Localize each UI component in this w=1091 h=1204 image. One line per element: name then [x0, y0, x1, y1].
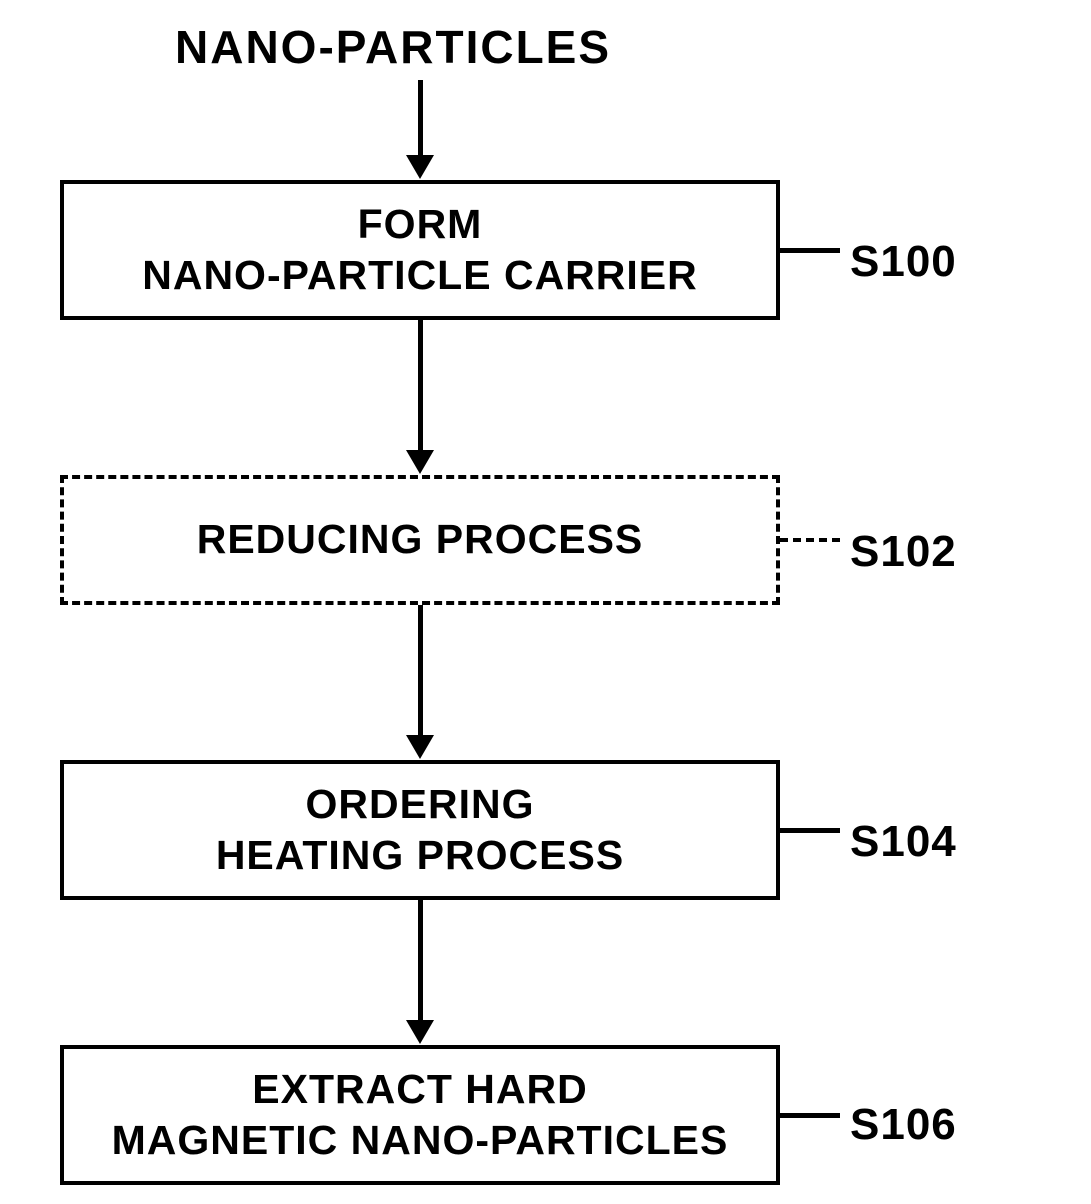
step-box-s102: REDUCING PROCESS [60, 475, 780, 605]
connector-s106 [780, 1113, 840, 1118]
step-label-s104: S104 [850, 817, 957, 867]
step-box-s100: FORM NANO-PARTICLE CARRIER [60, 180, 780, 320]
connector-s100 [780, 248, 840, 253]
step-label-s100: S100 [850, 237, 957, 287]
input-label: NANO-PARTICLES [175, 20, 611, 74]
step-box-s104: ORDERING HEATING PROCESS [60, 760, 780, 900]
connector-s104 [780, 828, 840, 833]
flowchart-container: NANO-PARTICLES FORM NANO-PARTICLE CARRIE… [0, 0, 1091, 1204]
step-label-s106: S106 [850, 1100, 957, 1150]
step-box-s106: EXTRACT HARD MAGNETIC NANO-PARTICLES [60, 1045, 780, 1185]
connector-s102 [780, 538, 840, 542]
step-label-s102: S102 [850, 527, 957, 577]
